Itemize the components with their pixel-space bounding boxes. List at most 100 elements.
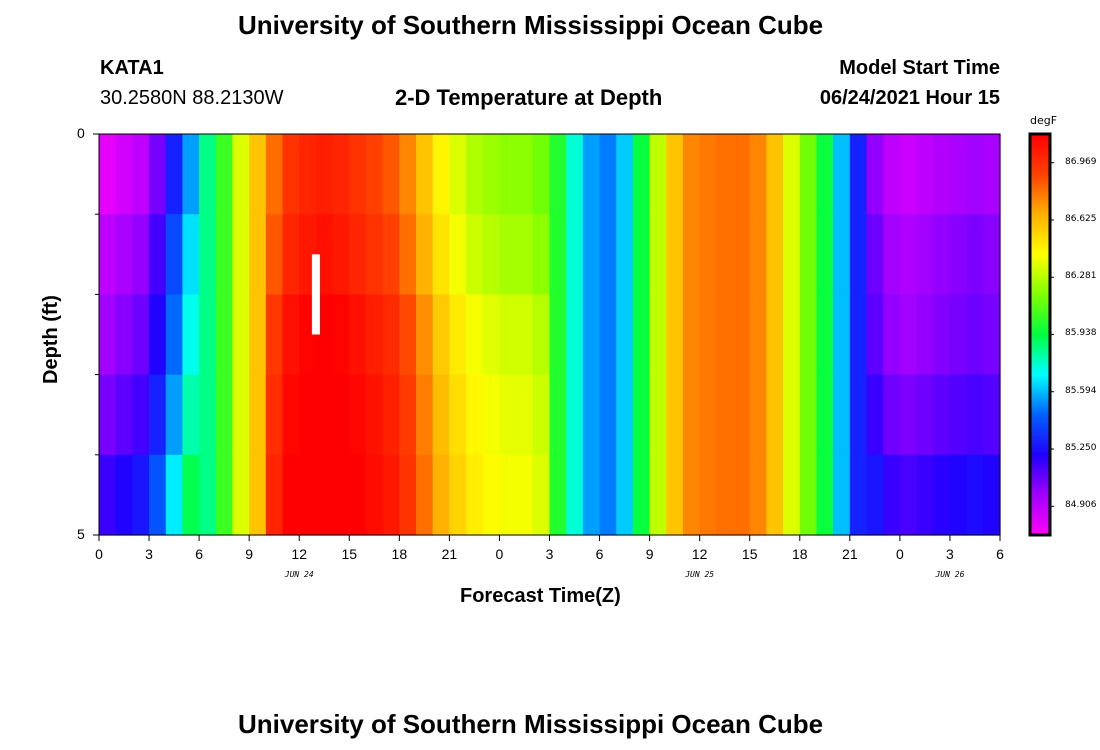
heatmap-cell	[532, 214, 551, 295]
heatmap-cell	[315, 454, 334, 536]
heatmap-cell	[783, 454, 801, 536]
heatmap-cell	[449, 134, 467, 215]
heatmap-cell	[966, 374, 984, 456]
heatmap-cell	[466, 214, 484, 295]
heatmap-cell	[182, 134, 200, 215]
heatmap-cell	[532, 294, 551, 376]
heatmap-cell	[866, 374, 884, 456]
heatmap-cell	[599, 134, 617, 215]
heatmap-cell	[99, 454, 117, 536]
heatmap-cell	[249, 134, 267, 215]
heatmap-cell	[549, 374, 567, 456]
heatmap-cell	[916, 374, 934, 456]
heatmap-cell	[115, 214, 133, 295]
heatmap-cell	[499, 374, 517, 456]
heatmap-cell	[165, 294, 184, 376]
heatmap-cell	[282, 294, 300, 376]
heatmap-cell	[466, 454, 484, 536]
heatmap-cell	[432, 374, 450, 456]
heatmap-cell	[749, 294, 768, 376]
heatmap-cell	[716, 374, 734, 456]
heatmap-cell	[165, 214, 184, 295]
heatmap-cell	[532, 454, 551, 536]
heatmap-cell	[816, 374, 834, 456]
heatmap-cell	[632, 134, 651, 215]
heatmap-cell	[165, 454, 184, 536]
heatmap-cell	[516, 374, 534, 456]
x-tick-label: 3	[946, 546, 954, 562]
heatmap-cell	[666, 214, 684, 295]
heatmap-cell	[833, 294, 851, 376]
station-name: KATA1	[100, 57, 164, 79]
heatmap-cell	[783, 134, 801, 215]
heatmap-cell	[482, 454, 501, 536]
heatmap-cell	[365, 374, 384, 456]
heatmap-cell	[599, 454, 617, 536]
heatmap-cell	[582, 134, 601, 215]
heatmap-cell	[299, 134, 317, 215]
heatmap-cell	[766, 214, 784, 295]
heatmap-cell	[432, 294, 450, 376]
heatmap-cell	[115, 134, 133, 215]
date-label: JUN 24	[284, 570, 314, 579]
heatmap-cell	[849, 454, 868, 536]
heatmap-cell	[249, 454, 267, 536]
hour-marker	[311, 254, 320, 335]
model-start-label: Model Start Time	[839, 57, 1000, 79]
heatmap-cell	[532, 374, 551, 456]
heatmap-cell	[215, 214, 234, 295]
heatmap-cell	[883, 294, 901, 376]
heatmap-cell	[983, 294, 1001, 376]
heatmap-cell	[566, 214, 584, 295]
heatmap-cell	[916, 454, 934, 536]
heatmap-cell	[232, 134, 250, 215]
heatmap-cell	[365, 134, 384, 215]
heatmap-cell	[382, 214, 400, 295]
heatmap-cell	[182, 214, 200, 295]
heatmap-cell	[365, 214, 384, 295]
heatmap-cell	[499, 134, 517, 215]
heatmap-cell	[799, 294, 818, 376]
heatmap-cell	[749, 214, 768, 295]
heatmap-cell	[616, 294, 634, 376]
heatmap-cell	[716, 454, 734, 536]
heatmap-cell	[199, 294, 217, 376]
heatmap-cell	[482, 294, 501, 376]
heatmap-cell	[215, 454, 234, 536]
heatmap-cell	[682, 214, 701, 295]
heatmap-cell	[866, 454, 884, 536]
heatmap-cell	[516, 134, 534, 215]
y-axis-label: Depth (ft)	[40, 295, 62, 384]
heatmap-cell	[432, 134, 450, 215]
heatmap-cell	[833, 374, 851, 456]
heatmap-cell	[566, 294, 584, 376]
heatmap-cell	[365, 454, 384, 536]
heatmap-cell	[699, 294, 717, 376]
heatmap-cell	[466, 134, 484, 215]
heatmap-cell	[966, 294, 984, 376]
heatmap-cell	[866, 294, 884, 376]
colorbar-gradient	[1028, 132, 1052, 537]
x-tick-label: 15	[341, 546, 358, 562]
heatmap-cell	[115, 374, 133, 456]
heatmap-cell	[365, 294, 384, 376]
heatmap-cell	[899, 454, 918, 536]
heatmap-cell	[416, 214, 434, 295]
heatmap-cell	[349, 294, 367, 376]
heatmap-cell	[983, 454, 1001, 536]
heatmap-cell	[482, 214, 501, 295]
heatmap-cell	[332, 214, 350, 295]
heatmap-cell	[349, 134, 367, 215]
heatmap-cell	[99, 134, 117, 215]
heatmap-cell	[349, 214, 367, 295]
heatmap-cell	[666, 454, 684, 536]
heatmap-cell	[566, 454, 584, 536]
heatmap-cell	[516, 214, 534, 295]
heatmap-cell	[866, 214, 884, 295]
heatmap-cell	[215, 134, 234, 215]
heatmap-cell	[99, 214, 117, 295]
heatmap-cell	[632, 454, 651, 536]
heatmap-cell	[382, 374, 400, 456]
heatmap-cell	[799, 374, 818, 456]
heatmap-cell	[115, 294, 133, 376]
